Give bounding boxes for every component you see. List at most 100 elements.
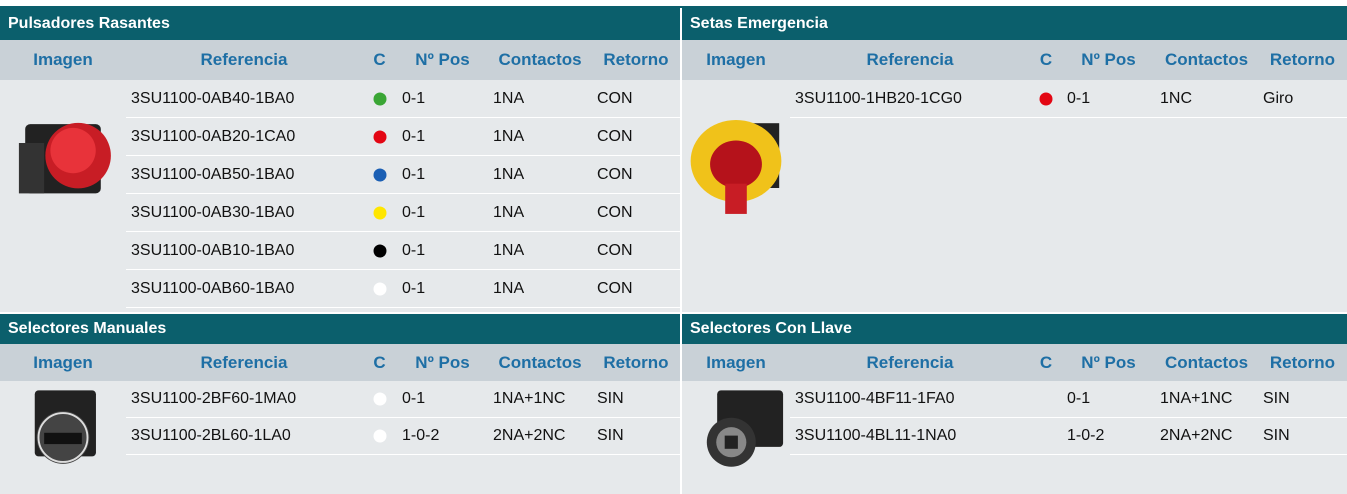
column-header: C	[362, 344, 397, 381]
contacts: 2NA+2NC	[1155, 418, 1258, 455]
return: CON	[592, 80, 680, 118]
color-cell	[362, 381, 397, 418]
positions: 0-1	[1062, 381, 1155, 418]
contacts: 1NA	[488, 156, 592, 194]
column-header: Contactos	[1155, 40, 1258, 80]
column-header: Retorno	[592, 40, 680, 80]
contacts: 1NA+1NC	[1155, 381, 1258, 418]
column-header: Referencia	[126, 344, 362, 381]
color-cell	[1030, 80, 1062, 118]
color-dot	[373, 206, 386, 219]
contacts: 2NA+2NC	[488, 418, 592, 455]
column-header: Retorno	[1258, 344, 1347, 381]
column-header: Nº Pos	[1062, 40, 1155, 80]
color-dot	[373, 130, 386, 143]
reference: 3SU1100-1HB20-1CG0	[790, 80, 1030, 118]
color-cell	[1030, 381, 1062, 418]
return: CON	[592, 194, 680, 232]
positions: 0-1	[1062, 80, 1155, 118]
product-icon	[34, 390, 96, 464]
color-dot	[373, 282, 386, 295]
positions: 0-1	[397, 270, 488, 308]
product-image	[682, 80, 790, 312]
reference: 3SU1100-4BL11-1NA0	[790, 418, 1030, 455]
contacts: 1NC	[1155, 80, 1258, 118]
column-header: Imagen	[682, 344, 790, 381]
contacts: 1NA	[488, 80, 592, 118]
return: CON	[592, 156, 680, 194]
contacts: 1NA+1NC	[488, 381, 592, 418]
product-image	[0, 80, 126, 312]
color-cell	[1030, 418, 1062, 455]
contacts: 1NA	[488, 194, 592, 232]
column-header: Imagen	[0, 344, 126, 381]
panel-title: Setas Emergencia	[682, 8, 1347, 40]
positions: 0-1	[397, 232, 488, 270]
return: CON	[592, 118, 680, 156]
column-header: Referencia	[790, 40, 1030, 80]
color-cell	[362, 80, 397, 118]
color-cell	[362, 270, 397, 308]
reference: 3SU1100-2BL60-1LA0	[126, 418, 362, 455]
contacts: 1NA	[488, 270, 592, 308]
product-image	[0, 381, 126, 494]
positions: 0-1	[397, 156, 488, 194]
reference: 3SU1100-0AB40-1BA0	[126, 80, 362, 118]
return: CON	[592, 232, 680, 270]
return: SIN	[592, 381, 680, 418]
positions: 0-1	[397, 118, 488, 156]
column-header: C	[1030, 40, 1062, 80]
positions: 1-0-2	[397, 418, 488, 455]
color-cell	[362, 118, 397, 156]
product-image	[682, 381, 790, 494]
reference: 3SU1100-0AB30-1BA0	[126, 194, 362, 232]
color-cell	[362, 418, 397, 455]
return: SIN	[592, 418, 680, 455]
contacts: 1NA	[488, 118, 592, 156]
reference: 3SU1100-0AB60-1BA0	[126, 270, 362, 308]
column-header: Imagen	[0, 40, 126, 80]
column-header: Nº Pos	[397, 344, 488, 381]
column-header: C	[362, 40, 397, 80]
panel-title: Selectores Manuales	[0, 314, 680, 344]
color-dot	[373, 92, 386, 105]
color-dot	[373, 429, 386, 443]
return: CON	[592, 270, 680, 308]
column-header: Nº Pos	[1062, 344, 1155, 381]
product-icon	[706, 390, 784, 467]
column-header: Referencia	[126, 40, 362, 80]
color-cell	[362, 194, 397, 232]
column-header: Contactos	[488, 344, 592, 381]
product-icon	[18, 122, 111, 194]
color-cell	[362, 156, 397, 194]
positions: 0-1	[397, 80, 488, 118]
return: SIN	[1258, 381, 1347, 418]
color-cell	[362, 232, 397, 270]
column-header: Nº Pos	[397, 40, 488, 80]
positions: 0-1	[397, 381, 488, 418]
column-header: Contactos	[488, 40, 592, 80]
reference: 3SU1100-2BF60-1MA0	[126, 381, 362, 418]
top-rule	[0, 6, 1347, 8]
return: SIN	[1258, 418, 1347, 455]
reference: 3SU1100-0AB10-1BA0	[126, 232, 362, 270]
reference: 3SU1100-0AB20-1CA0	[126, 118, 362, 156]
product-icon	[690, 119, 782, 214]
color-dot	[373, 168, 386, 181]
column-header: Retorno	[1258, 40, 1347, 80]
column-header: Imagen	[682, 40, 790, 80]
reference: 3SU1100-0AB50-1BA0	[126, 156, 362, 194]
contacts: 1NA	[488, 232, 592, 270]
color-dot	[1039, 92, 1053, 105]
color-dot	[373, 392, 386, 406]
positions: 1-0-2	[1062, 418, 1155, 455]
column-header: Contactos	[1155, 344, 1258, 381]
panel-title: Selectores Con Llave	[682, 314, 1347, 344]
table-body	[790, 80, 1347, 312]
positions: 0-1	[397, 194, 488, 232]
column-header: C	[1030, 344, 1062, 381]
reference: 3SU1100-4BF11-1FA0	[790, 381, 1030, 418]
column-header: Retorno	[592, 344, 680, 381]
color-dot	[373, 244, 386, 257]
